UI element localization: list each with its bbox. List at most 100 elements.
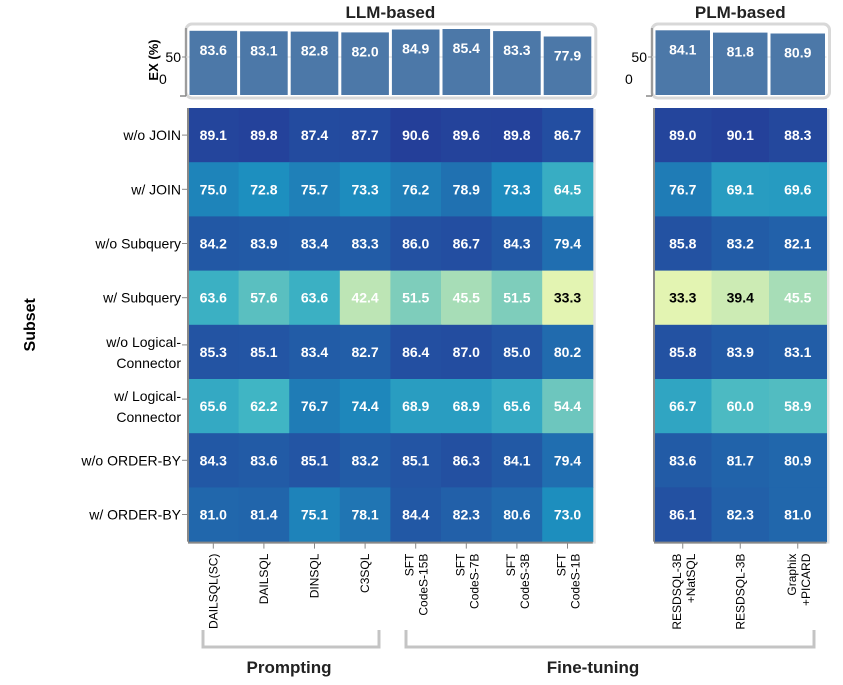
cell-value-label: 86.7 (554, 127, 581, 143)
x-tick-text: SFT (453, 553, 467, 576)
heatmap-cell (188, 108, 240, 163)
panel-title: LLM-based (346, 3, 436, 22)
heatmap-cell (289, 487, 341, 543)
x-tick-label: DAILSQL(SC) (206, 554, 220, 629)
heatmap-cell (654, 379, 712, 434)
cell-value-label: 83.4 (301, 236, 328, 252)
heatmap-cell (188, 270, 240, 326)
bar-y-tick-label: 50 (631, 49, 647, 65)
bar (391, 29, 440, 95)
bar (543, 36, 592, 95)
heatmap-cell (441, 108, 493, 163)
y-tick-text: w/o ORDER-BY (80, 452, 181, 468)
heatmap-cell (491, 270, 543, 326)
y-tick-text: w/ Logical- (113, 388, 181, 404)
cell-value-label: 85.3 (200, 344, 227, 360)
heatmap-cell (188, 324, 240, 380)
heatmap-cell (769, 379, 827, 434)
heatmap-cell (238, 433, 290, 488)
cell-value-label: 76.2 (402, 181, 429, 197)
heatmap-cell (654, 162, 712, 217)
cell-value-label: 45.5 (453, 290, 480, 306)
x-tick-label: DINSQL (308, 553, 322, 598)
y-tick-text: w/o Logical- (105, 334, 181, 350)
x-tick-text: RESDSQL-3B (670, 554, 684, 630)
heatmap-cell (491, 216, 543, 272)
cell-value-label: 64.5 (554, 181, 581, 197)
x-tick-text: SFT (555, 553, 569, 576)
cell-value-label: 83.1 (784, 344, 811, 360)
bar (341, 32, 389, 95)
heatmap-cell (542, 162, 594, 217)
cell-value-label: 75.1 (301, 507, 328, 523)
x-tick-label: RESDSQL-3B +NatSQL (670, 553, 698, 629)
x-tick-label: SFT CodeS-3B (504, 553, 532, 609)
heatmap-cell (188, 487, 240, 543)
heatmap-cell (711, 162, 770, 217)
heatmap-cell (711, 379, 770, 434)
heatmap-cell (339, 108, 391, 163)
heatmap-cell (390, 433, 442, 488)
cell-value-label: 89.8 (503, 127, 530, 143)
y-tick-text: w/o JOIN (122, 127, 181, 143)
heatmap-cell (654, 433, 712, 488)
heatmap-cell (654, 324, 712, 380)
bar (290, 31, 339, 96)
bar-value-label: 83.3 (503, 42, 530, 58)
cell-value-label: 86.3 (453, 452, 480, 468)
cell-value-label: 73.0 (554, 507, 581, 523)
heatmap-cell (542, 270, 594, 326)
heatmap-cell (390, 379, 442, 434)
heatmap-cell (654, 216, 712, 272)
heatmap-cell (339, 433, 391, 488)
heatmap-cell (188, 433, 240, 488)
cell-value-label: 72.8 (250, 181, 277, 197)
heatmap-cell (542, 108, 594, 163)
cell-value-label: 83.2 (351, 452, 378, 468)
cell-value-label: 87.0 (453, 344, 480, 360)
x-tick-label: SFT CodeS-7B (453, 553, 481, 609)
x-tick-label: SFT CodeS-15B (403, 553, 431, 616)
cell-value-label: 51.5 (402, 290, 429, 306)
cell-value-label: 74.4 (351, 398, 378, 414)
heatmap-cell (711, 433, 770, 488)
cell-value-label: 85.8 (669, 344, 696, 360)
y-tick-text: Connector (116, 409, 181, 425)
cell-value-label: 89.6 (453, 127, 480, 143)
cell-value-label: 82.7 (351, 344, 378, 360)
cell-value-label: 78.9 (453, 181, 480, 197)
heatmap-cell (238, 270, 290, 326)
x-tick-text: CodeS-7B (467, 554, 481, 609)
cell-value-label: 89.8 (250, 127, 277, 143)
bar-value-label: 80.9 (784, 45, 811, 61)
cell-value-label: 42.4 (351, 290, 378, 306)
heatmap-cell (769, 108, 827, 163)
x-tick-label: Graphix +PICARD (785, 553, 813, 606)
heatmap-cell (289, 324, 341, 380)
bar-value-label: 83.6 (200, 42, 227, 58)
heatmap-cell (238, 379, 290, 434)
heatmap-cell (491, 433, 543, 488)
cell-value-label: 54.4 (554, 398, 581, 414)
group-bracket (404, 630, 816, 649)
cell-value-label: 65.6 (200, 398, 227, 414)
bar-value-label: 84.9 (402, 41, 429, 57)
bar (240, 31, 288, 95)
x-tick-label: SFT CodeS-1B (555, 553, 583, 609)
cell-value-label: 89.0 (669, 127, 696, 143)
cell-value-label: 90.6 (402, 127, 429, 143)
heatmap-cell (339, 216, 391, 272)
heatmap-cell (289, 216, 341, 272)
x-tick-label: C3SQL (358, 553, 372, 593)
heatmap-cell (441, 433, 493, 488)
heatmap-cell (491, 324, 543, 380)
y-tick-text: w/ ORDER-BY (88, 507, 181, 523)
cell-value-label: 86.0 (402, 236, 429, 252)
bar-value-label: 83.1 (250, 42, 277, 58)
group-label-fine-tuning: Fine-tuning (547, 658, 640, 677)
cell-value-label: 86.4 (402, 344, 429, 360)
heatmap-cell (289, 108, 341, 163)
y-tick-text: w/o Subquery (94, 236, 181, 252)
heatmap-cell (711, 324, 770, 380)
